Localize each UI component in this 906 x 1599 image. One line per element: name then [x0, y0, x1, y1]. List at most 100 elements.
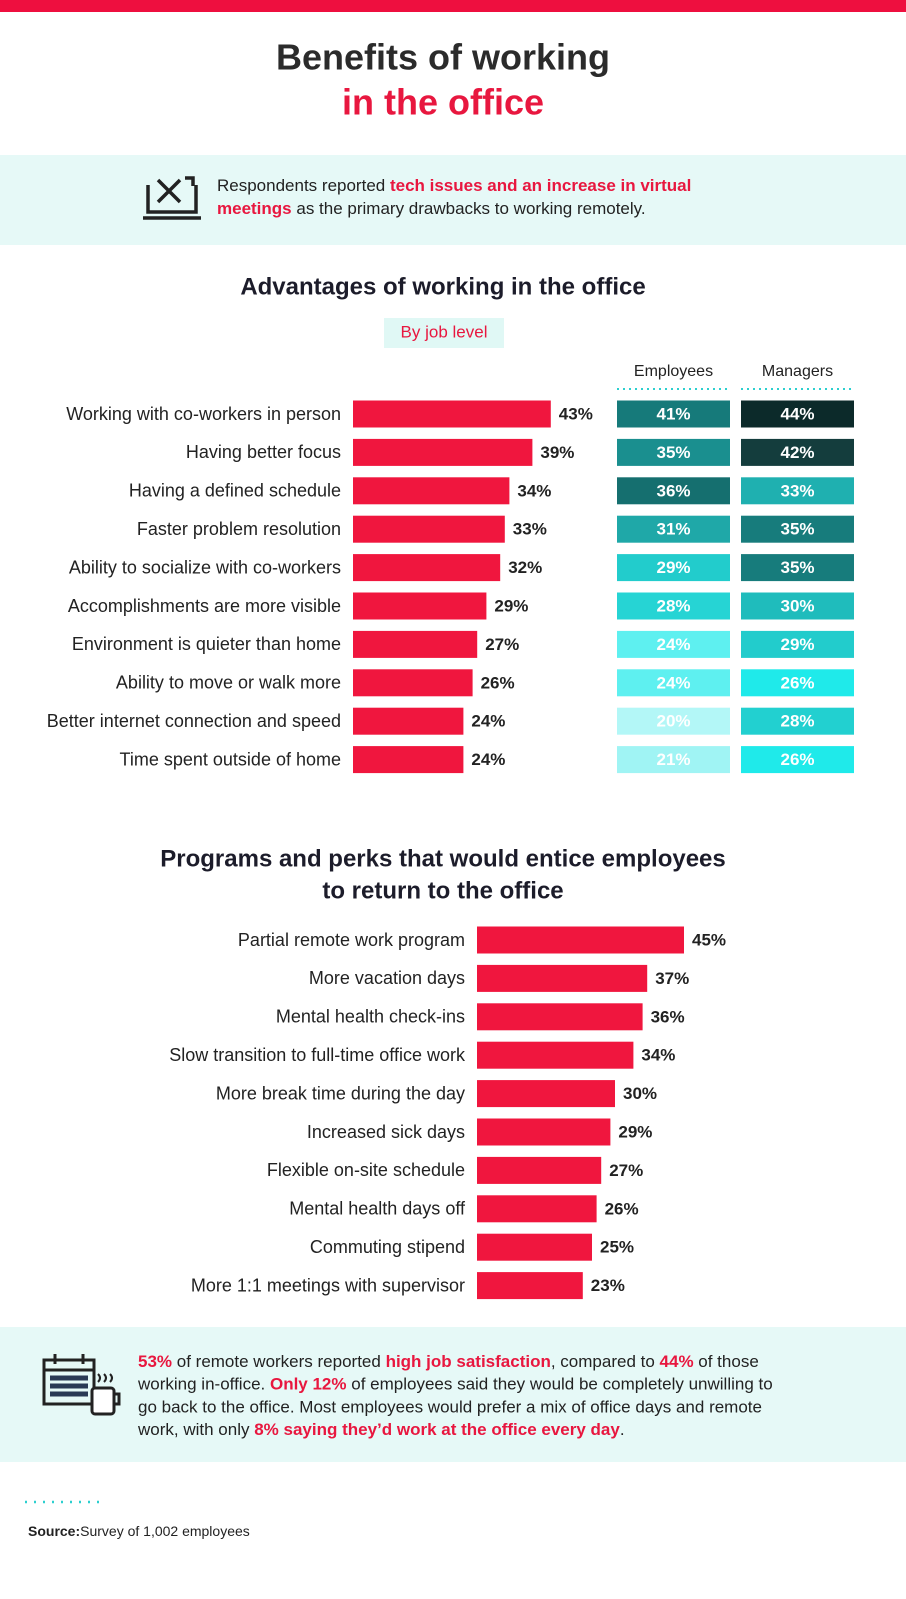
- value-label: 36%: [651, 1007, 685, 1026]
- bar: [353, 477, 510, 505]
- value-label: 37%: [655, 969, 689, 988]
- callout-text: as the primary drawbacks to working remo…: [292, 199, 646, 218]
- category-label: More 1:1 meetings with supervisor: [191, 1275, 465, 1295]
- value-label: 26%: [605, 1199, 639, 1218]
- category-label: Ability to move or walk more: [116, 673, 341, 693]
- callout-line: 53% of remote workers reported high job …: [138, 1352, 759, 1371]
- heat-cell: [741, 438, 854, 466]
- bar: [477, 926, 684, 954]
- heat-cell: [741, 592, 854, 620]
- value-label: 29%: [618, 1122, 652, 1141]
- value-label: 25%: [600, 1238, 634, 1257]
- heat-cell: [617, 630, 730, 658]
- bar: [353, 554, 501, 582]
- value-label: 30%: [623, 1084, 657, 1103]
- heat-cell: [741, 554, 854, 582]
- bar: [353, 400, 551, 428]
- value-label: 27%: [485, 635, 519, 654]
- heat-cell: [741, 746, 854, 774]
- source-text: Survey of 1,002 employees: [80, 1523, 250, 1539]
- highlight-text: Only 12%: [270, 1375, 347, 1394]
- heat-cell: [617, 707, 730, 735]
- heat-cell: [617, 746, 730, 774]
- heat-cell: [741, 707, 854, 735]
- category-label: Working with co-workers in person: [66, 404, 341, 424]
- callout-text: , compared to: [551, 1352, 660, 1371]
- source-label: Source:: [28, 1523, 80, 1539]
- bar: [353, 746, 464, 774]
- value-label: 43%: [559, 404, 593, 423]
- highlight-text: 53%: [138, 1352, 172, 1371]
- cell-label: 35%: [780, 558, 814, 577]
- laptop-icon: [143, 176, 201, 220]
- bar: [477, 1195, 597, 1223]
- cell-label: 33%: [780, 481, 814, 500]
- value-label: 26%: [481, 673, 515, 692]
- bar: [353, 592, 487, 620]
- bar: [477, 1272, 583, 1300]
- cell-label: 28%: [780, 712, 814, 731]
- bar: [477, 1080, 615, 1108]
- page-title: Benefits of working: [276, 37, 610, 78]
- cell-label: 24%: [656, 673, 690, 692]
- heat-cell: [741, 669, 854, 697]
- callout-line: work, with only 8% saying they’d work at…: [137, 1421, 625, 1440]
- callout-text: Respondents reported: [217, 176, 390, 195]
- category-label: Slow transition to full-time office work: [169, 1045, 466, 1065]
- cell-label: 36%: [656, 481, 690, 500]
- column-header: Employees: [634, 363, 713, 380]
- category-label: Having better focus: [186, 442, 341, 462]
- highlight-text: tech issues and an increase in virtual: [390, 176, 691, 195]
- bar: [353, 707, 464, 735]
- chart-subtitle: By job level: [401, 322, 488, 341]
- heat-cell: [741, 630, 854, 658]
- heat-cell: [617, 477, 730, 505]
- cell-label: 31%: [656, 520, 690, 539]
- cell-label: 41%: [656, 404, 690, 423]
- category-label: Commuting stipend: [310, 1237, 465, 1257]
- chart-title: Advantages of working in the office: [240, 273, 645, 300]
- cell-label: 20%: [656, 712, 690, 731]
- cell-label: 26%: [780, 673, 814, 692]
- bar: [353, 669, 473, 697]
- callout-text: of employees said they would be complete…: [347, 1375, 773, 1394]
- callout-band: [0, 1327, 906, 1462]
- bar: [353, 438, 533, 466]
- category-label: Partial remote work program: [238, 930, 465, 950]
- callout-line: working in-office. Only 12% of employees…: [137, 1375, 773, 1394]
- bar: [477, 1041, 634, 1069]
- chart-title: Programs and perks that would entice emp…: [160, 845, 726, 872]
- cell-label: 35%: [780, 520, 814, 539]
- bar: [477, 1118, 611, 1146]
- cell-label: 29%: [780, 635, 814, 654]
- callout-text: of those: [694, 1352, 759, 1371]
- cell-label: 26%: [780, 750, 814, 769]
- category-label: Better internet connection and speed: [47, 711, 341, 731]
- value-label: 34%: [517, 481, 551, 500]
- heat-cell: [617, 669, 730, 697]
- callout-text: work, with only: [137, 1421, 254, 1440]
- callout-text: working in-office.: [137, 1375, 270, 1394]
- callout-text: of remote workers reported: [172, 1352, 386, 1371]
- heat-cell: [617, 515, 730, 543]
- value-label: 34%: [641, 1046, 675, 1065]
- category-label: Mental health days off: [289, 1199, 466, 1219]
- cell-label: 28%: [656, 596, 690, 615]
- source: Source:Survey of 1,002 employees: [28, 1523, 250, 1539]
- highlight-text: meetings: [217, 199, 292, 218]
- value-label: 33%: [513, 520, 547, 539]
- bar: [353, 515, 505, 543]
- callout-band: [0, 155, 906, 245]
- cell-label: 29%: [656, 558, 690, 577]
- cell-label: 35%: [656, 443, 690, 462]
- calendar-icon: [42, 1354, 121, 1416]
- callout-line: Respondents reported tech issues and an …: [217, 176, 691, 195]
- heat-cell: [617, 592, 730, 620]
- bar: [353, 630, 478, 658]
- value-label: 39%: [540, 443, 574, 462]
- value-label: 32%: [508, 558, 542, 577]
- bar: [477, 1003, 643, 1031]
- value-label: 29%: [494, 596, 528, 615]
- chart-title: to return to the office: [322, 877, 563, 904]
